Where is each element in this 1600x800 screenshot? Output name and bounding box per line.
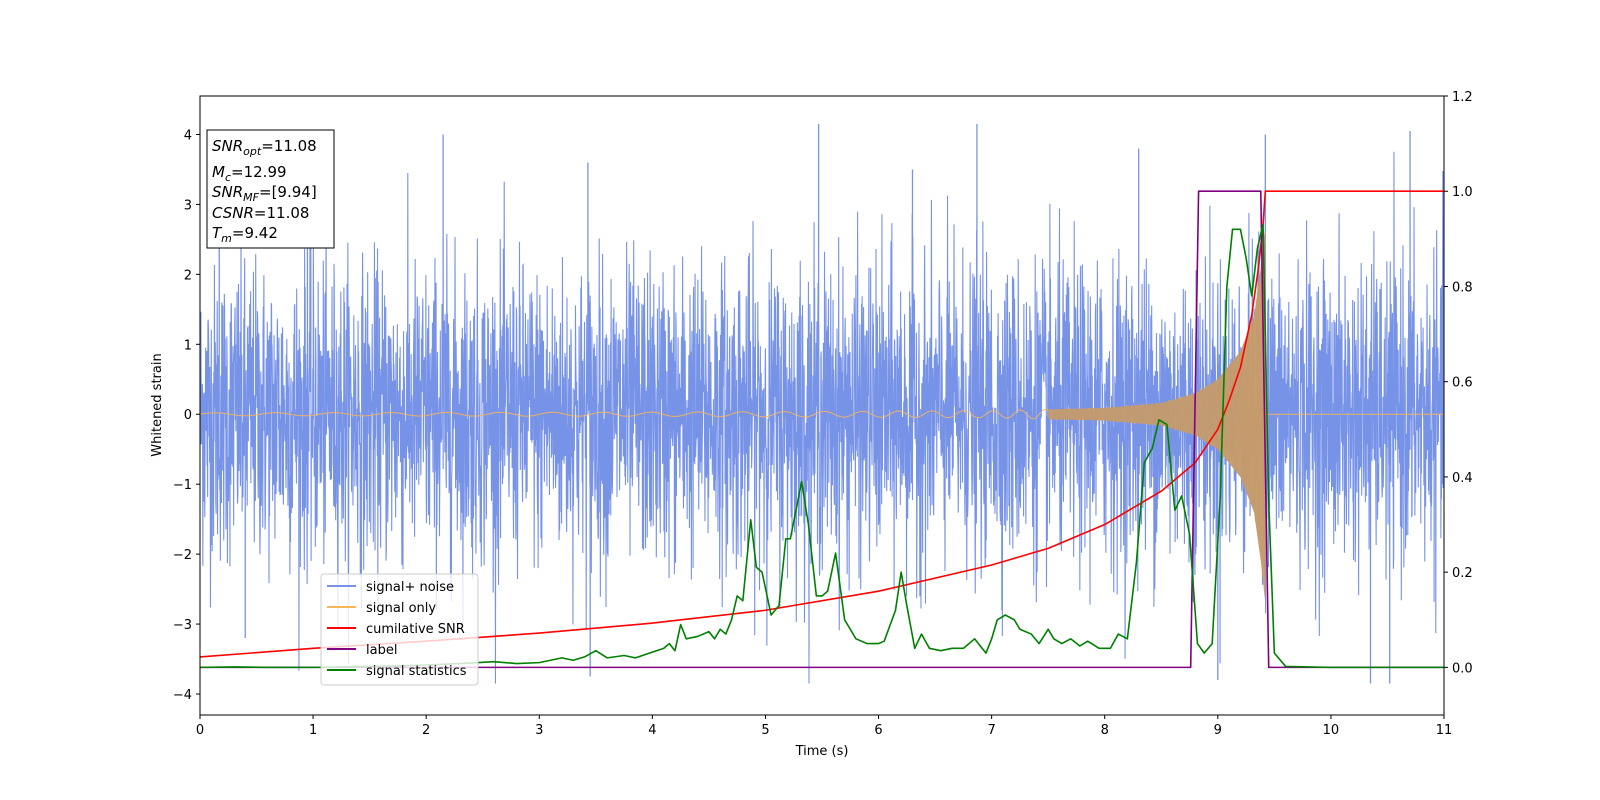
- x-tick-label: 8: [1101, 723, 1109, 738]
- series-cumilative-snr: [200, 190, 1444, 658]
- legend-entry: signal only: [327, 601, 436, 616]
- info-snr-mf: SNRMF=[9.94]: [212, 183, 317, 204]
- x-axis-label: Time (s): [795, 744, 849, 759]
- info-tm: Tm=9.42: [212, 224, 278, 245]
- x-tick-label: 11: [1436, 723, 1453, 738]
- info-box-frame: [206, 129, 335, 249]
- x-tick-label: 6: [874, 723, 882, 738]
- legend: signal+ noise signal only cumilative SNR la…: [320, 573, 479, 686]
- legend-items: signal+ noise signal only cumilative SNR la…: [327, 580, 467, 679]
- y-tick-label-left: 2: [184, 268, 192, 283]
- series-signal-noise: [200, 123, 1444, 684]
- info-box: SNRopt=11.08 Mc=12.99 SNRMF=[9.94] CSNR=…: [206, 129, 335, 249]
- legend-label: signal statistics: [366, 664, 467, 679]
- y-tick-label-left: 4: [184, 128, 192, 143]
- series-line: [200, 223, 1444, 669]
- y-tick-label-right: 1.2: [1452, 90, 1473, 105]
- legend-label: signal only: [366, 601, 436, 616]
- y-tick-label-right: 1.0: [1452, 185, 1473, 200]
- x-tick-label: 5: [761, 723, 769, 738]
- legend-entry: signal statistics: [327, 664, 467, 679]
- axis-ticks: 0 1 2 3 4 5 6 7 8 9 10 1143210−1−2−3−41.21.00.80.60…: [173, 90, 1473, 738]
- plot-area: [200, 123, 1444, 684]
- y-tick-label-right: 0.0: [1452, 661, 1473, 676]
- y-tick-label-left: 0: [184, 408, 192, 423]
- x-tick-label: 1: [309, 723, 317, 738]
- legend-label: signal+ noise: [366, 580, 454, 595]
- info-snr-opt: SNRopt=11.08: [212, 137, 317, 158]
- y-tick-label-left: −4: [173, 688, 192, 703]
- y-tick-label-left: −2: [173, 548, 192, 563]
- legend-entry: label: [327, 643, 397, 658]
- y-tick-label-left: −1: [173, 478, 192, 493]
- y-tick-label-left: −3: [173, 618, 192, 633]
- y-tick-label-right: 0.2: [1452, 566, 1473, 581]
- series-signal-only: [200, 228, 1444, 601]
- series-line: [200, 190, 1444, 658]
- x-tick-label: 7: [987, 723, 995, 738]
- x-tick-label: 4: [648, 723, 656, 738]
- x-tick-label: 0: [196, 723, 204, 738]
- legend-label: cumilative SNR: [366, 622, 465, 637]
- legend-frame: [320, 573, 479, 686]
- y-tick-label-left: 1: [184, 338, 192, 353]
- info-mc: Mc=12.99: [212, 163, 287, 184]
- plot-frame: [199, 95, 1445, 716]
- y-tick-label-right: 0.6: [1452, 376, 1473, 391]
- x-tick-label: 9: [1214, 723, 1222, 738]
- series-signal-statistics: [200, 223, 1444, 669]
- y-axis-label: Whitened strain: [150, 353, 165, 456]
- x-tick-label: 3: [535, 723, 543, 738]
- y-tick-label-right: 0.4: [1452, 471, 1473, 486]
- x-tick-label: 10: [1323, 723, 1340, 738]
- signal-only-envelope: [1048, 228, 1267, 601]
- info-csnr: CSNR=11.08: [212, 204, 309, 222]
- legend-label: label: [366, 643, 397, 658]
- y-tick-label-left: 3: [184, 198, 192, 213]
- legend-entry: signal+ noise: [327, 580, 454, 595]
- legend-entry: cumilative SNR: [327, 622, 465, 637]
- x-tick-label: 2: [422, 723, 430, 738]
- y-tick-label-right: 0.8: [1452, 280, 1473, 295]
